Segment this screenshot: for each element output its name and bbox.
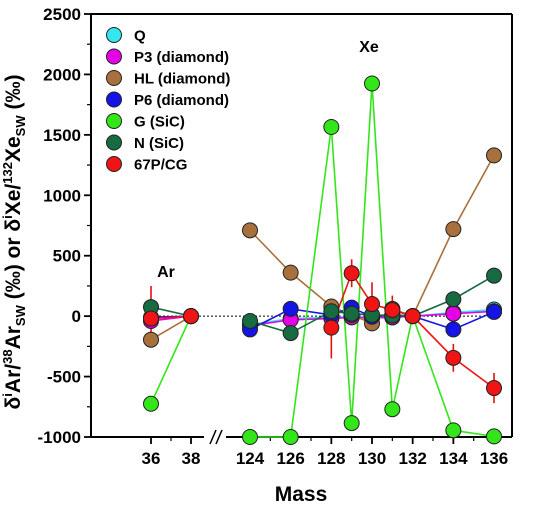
x-axis-title: Mass bbox=[275, 483, 328, 506]
legend-label: Q bbox=[134, 28, 146, 45]
y-title-sub-sw-2: SW bbox=[13, 115, 28, 137]
legend-marker bbox=[106, 113, 122, 129]
legend-label: N (SiC) bbox=[134, 135, 184, 152]
data-point bbox=[343, 305, 360, 322]
data-point bbox=[486, 267, 503, 284]
legend-label: HL (diamond) bbox=[134, 71, 230, 88]
data-point bbox=[486, 303, 503, 320]
legend-marker bbox=[106, 91, 122, 108]
data-point bbox=[384, 401, 401, 418]
axis-break-mark-1 bbox=[209, 429, 217, 445]
x-tick-label: 38 bbox=[182, 449, 201, 468]
legend-label: G (SiC) bbox=[134, 114, 185, 131]
legend-marker bbox=[106, 27, 122, 43]
y-tick-label: 2000 bbox=[43, 65, 81, 84]
y-title-sup-i-2: i bbox=[0, 215, 15, 219]
x-tick-label: 36 bbox=[142, 449, 161, 468]
y-title-xe-2: Xe bbox=[2, 136, 25, 162]
data-point bbox=[143, 310, 159, 327]
data-point bbox=[143, 331, 159, 348]
x-tick-label: 124 bbox=[236, 449, 265, 468]
y-tick-label: 500 bbox=[53, 247, 81, 266]
y-title-per-mil-1: (‰) or bbox=[2, 232, 25, 306]
data-point bbox=[364, 75, 381, 92]
y-tick-label: 1500 bbox=[43, 126, 81, 145]
y-tick-label: 0 bbox=[72, 307, 81, 326]
legend-label: P6 (diamond) bbox=[134, 92, 229, 109]
data-point bbox=[323, 303, 340, 320]
legend-label: 67P/CG bbox=[134, 157, 187, 174]
legend-marker bbox=[106, 156, 122, 172]
y-tick-label: -500 bbox=[47, 368, 81, 387]
data-point bbox=[242, 222, 258, 239]
data-point bbox=[445, 221, 462, 238]
y-title-delta-2: δ bbox=[2, 219, 25, 232]
data-point bbox=[445, 291, 462, 308]
legend-marker bbox=[106, 134, 122, 151]
y-tick-label: -1000 bbox=[38, 428, 81, 447]
data-point bbox=[445, 349, 462, 366]
x-tick-label: 130 bbox=[358, 449, 386, 468]
data-point bbox=[282, 429, 299, 445]
x-tick-label: 128 bbox=[317, 449, 345, 468]
data-point bbox=[445, 422, 462, 439]
data-point bbox=[143, 395, 159, 412]
data-point bbox=[486, 147, 503, 164]
series-line bbox=[150, 315, 192, 405]
data-point bbox=[343, 415, 360, 432]
y-title-ar-2: Ar bbox=[2, 326, 25, 349]
data-point bbox=[404, 308, 421, 325]
legend-marker bbox=[106, 70, 122, 86]
y-title-xe-1: Xe/ bbox=[2, 184, 25, 216]
y-title-sup-132: 132 bbox=[0, 162, 15, 184]
legend-marker bbox=[106, 48, 122, 65]
y-tick-label: 2500 bbox=[43, 5, 81, 24]
y-axis-title: δiAr/38ArSW (‰) or δiXe/132XeSW (‰) bbox=[0, 75, 28, 410]
data-point bbox=[486, 380, 503, 397]
data-point bbox=[282, 325, 299, 342]
x-tick-label: 136 bbox=[480, 449, 508, 468]
x-tick-label: 126 bbox=[276, 449, 304, 468]
data-point bbox=[282, 264, 299, 281]
legend-label: P3 (diamond) bbox=[134, 49, 229, 66]
data-point bbox=[343, 265, 360, 282]
data-point bbox=[183, 308, 199, 325]
y-title-sup-i-1: i bbox=[0, 393, 15, 397]
data-point bbox=[445, 305, 462, 322]
y-title-sup-38: 38 bbox=[0, 349, 15, 363]
annotation-ar: Ar bbox=[157, 264, 175, 281]
y-title-ar-1: Ar/ bbox=[2, 364, 25, 393]
x-tick-label: 132 bbox=[398, 449, 426, 468]
data-point bbox=[384, 302, 401, 319]
data-point bbox=[242, 429, 258, 445]
series-line bbox=[250, 83, 495, 438]
data-point bbox=[486, 428, 503, 445]
axis-break-mark-2 bbox=[215, 429, 223, 445]
annotation-xe: Xe bbox=[359, 39, 379, 56]
y-tick-label: 1000 bbox=[43, 186, 81, 205]
y-title-per-mil-2: (‰) bbox=[2, 75, 25, 116]
y-title-sub-sw-1: SW bbox=[13, 304, 28, 326]
data-point bbox=[445, 321, 462, 338]
data-point bbox=[323, 319, 340, 336]
data-point bbox=[323, 119, 340, 136]
data-point bbox=[242, 312, 258, 329]
data-point bbox=[282, 300, 299, 317]
data-point bbox=[364, 296, 381, 313]
y-title-delta-1: δ bbox=[2, 397, 25, 410]
x-tick-label: 134 bbox=[439, 449, 468, 468]
